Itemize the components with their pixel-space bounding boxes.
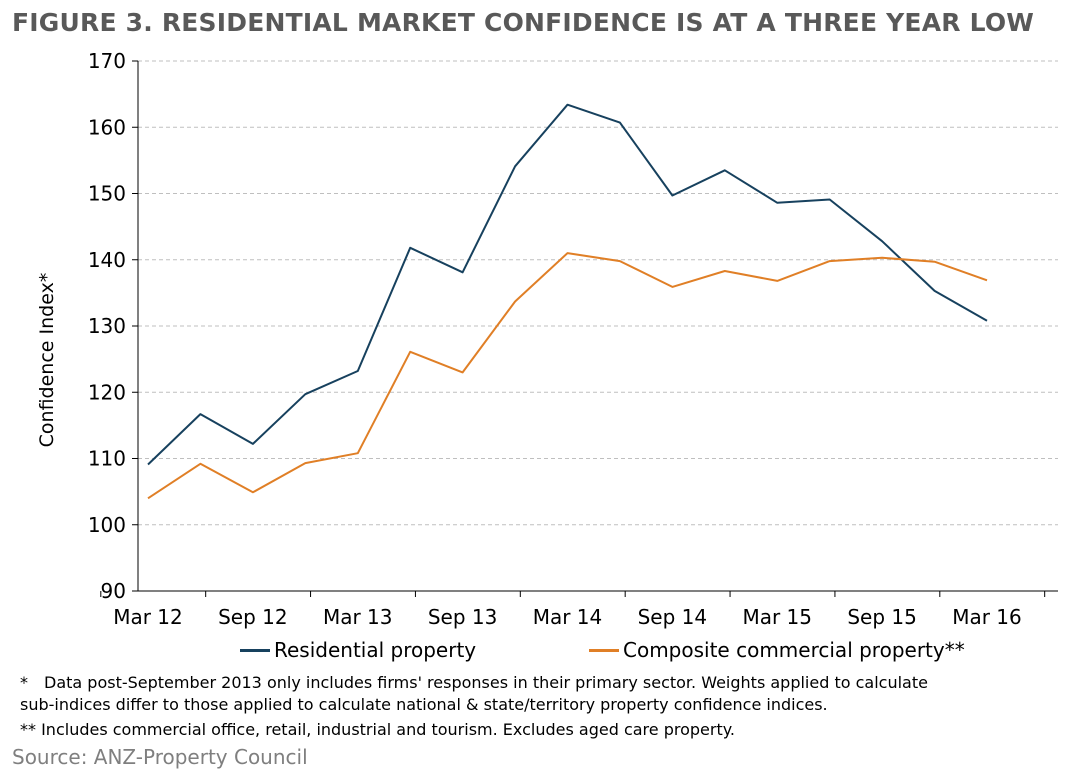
x-tick-label: Sep 14 bbox=[638, 605, 708, 629]
legend-swatch-commercial bbox=[589, 648, 619, 652]
x-tick-label: Sep 12 bbox=[218, 605, 288, 629]
footnote-1-marker: * bbox=[20, 673, 28, 692]
series-lines bbox=[147, 103, 988, 500]
footnote-2-text: ** Includes commercial office, retail, i… bbox=[20, 720, 735, 739]
legend-swatch-residential bbox=[240, 648, 270, 652]
x-tick-label: Mar 15 bbox=[742, 605, 812, 629]
x-tick-label: Mar 12 bbox=[113, 605, 183, 629]
legend-item-residential: Residential property bbox=[240, 637, 476, 663]
x-tick-labels: Mar 12 Sep 12 Mar 13 Sep 13 Mar 14 Sep 14 Mar … bbox=[113, 605, 1022, 629]
footnote-1-line-2: sub-indices differ to those applied to c… bbox=[20, 695, 828, 714]
legend-item-commercial: Composite commercial property** bbox=[589, 637, 965, 663]
footnote-1-line-1: Data post-September 2013 only includes f… bbox=[44, 673, 928, 692]
y-axis-label: Confidence Index* bbox=[36, 273, 58, 448]
chart-title: FIGURE 3. RESIDENTIAL MARKET CONFIDENCE … bbox=[12, 8, 1035, 37]
y-tick-label: 90 bbox=[101, 579, 126, 603]
footnote-2: ** Includes commercial office, retail, i… bbox=[20, 719, 1060, 740]
legend-label-commercial: Composite commercial property** bbox=[623, 638, 965, 662]
y-tick-label: 140 bbox=[88, 248, 126, 272]
x-tick-label: Sep 13 bbox=[428, 605, 498, 629]
source-note: Source: ANZ-Property Council bbox=[12, 745, 308, 769]
y-tick-label: 110 bbox=[88, 447, 126, 471]
y-tick-label: 120 bbox=[88, 380, 126, 404]
y-tick-label: 130 bbox=[88, 314, 126, 338]
series-line-commercial bbox=[147, 252, 988, 500]
footnote-1: * Data post-September 2013 only includes … bbox=[20, 672, 1060, 693]
gridlines bbox=[138, 60, 1058, 526]
footnote-1-continued: sub-indices differ to those applied to c… bbox=[20, 694, 1060, 715]
x-tick-label: Sep 15 bbox=[847, 605, 917, 629]
y-tick-label: 160 bbox=[88, 115, 126, 139]
series-line-residential bbox=[147, 103, 988, 466]
y-tick-label: 150 bbox=[88, 182, 126, 206]
y-tick-labels: 90 100 110 120 130 140 150 160 170 bbox=[88, 49, 126, 603]
y-tick-label: 170 bbox=[88, 49, 126, 73]
legend-label-residential: Residential property bbox=[274, 638, 477, 662]
x-tick-label: Mar 13 bbox=[323, 605, 393, 629]
x-tick-label: Mar 16 bbox=[952, 605, 1022, 629]
axes bbox=[100, 60, 1058, 597]
y-tick-label: 100 bbox=[88, 513, 126, 537]
x-tick-label: Mar 14 bbox=[533, 605, 603, 629]
